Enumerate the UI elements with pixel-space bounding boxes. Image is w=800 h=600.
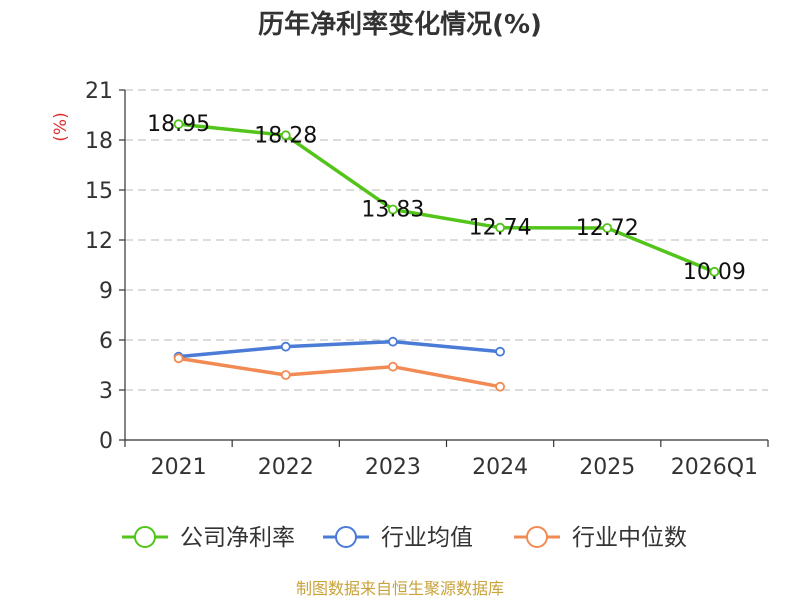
x-tick-label: 2021 [151,455,207,480]
data-point [388,204,398,215]
series-lines [173,119,720,392]
x-tick-label: 2023 [365,455,421,480]
legend-item[interactable]: 公司净利率 [122,525,295,551]
chart-title: 历年净利率变化情况(%) [258,9,542,40]
legend-marker [526,526,548,548]
series-line-1 [178,122,716,274]
legend-label: 公司净利率 [180,525,295,551]
x-tick-label: 2024 [472,455,528,480]
legend-marker [335,526,357,548]
y-tick-label: 21 [85,79,113,104]
legend-item[interactable]: 行业均值 [323,525,473,551]
data-point [388,361,398,372]
y-tick-label: 9 [99,279,113,304]
x-tick-label: 2026Q1 [671,455,758,480]
data-point [388,336,398,347]
legend[interactable]: 公司净利率 行业均值 行业中位数 [122,525,687,551]
data-point [280,341,291,352]
data-point [173,119,184,130]
data-point [280,370,291,380]
data-point [495,381,505,392]
legend-marker [134,526,156,548]
data-labels: 18.95 18.28 13.83 12.74 12.72 10.09 [147,112,746,285]
x-tick-label: 2025 [579,455,635,480]
grid-lines [125,89,768,391]
legend-label: 行业均值 [381,525,473,551]
data-point [709,266,720,277]
data-label: 18.95 [147,112,210,137]
y-tick-label: 0 [99,429,113,454]
data-point [602,223,613,233]
y-tick-label: 15 [85,179,113,204]
data-point [280,130,291,141]
data-point [173,353,184,364]
axes: 0 3 6 9 12 15 18 21 2021 2022 2023 2024 2025 2026Q1 [85,79,769,480]
data-label: 10.09 [683,260,746,285]
y-tick-label: 6 [99,329,113,354]
y-axis-unit: (%) [51,112,71,141]
data-point [495,346,505,357]
data-label: 18.28 [254,123,317,148]
data-point [495,222,505,233]
series-line-2 [178,339,501,359]
legend-item[interactable]: 行业中位数 [514,525,687,551]
y-tick-label: 18 [85,129,113,154]
y-tick-label: 12 [85,229,113,254]
legend-label: 行业中位数 [572,525,687,551]
data-label: 12.74 [469,216,532,241]
source-note: 制图数据来自恒生聚源数据库 [296,579,504,598]
series-line-3 [178,356,501,389]
x-tick-label: 2022 [258,455,314,480]
y-tick-label: 3 [99,379,113,404]
data-label: 13.83 [361,198,424,223]
data-label: 12.72 [576,216,639,241]
